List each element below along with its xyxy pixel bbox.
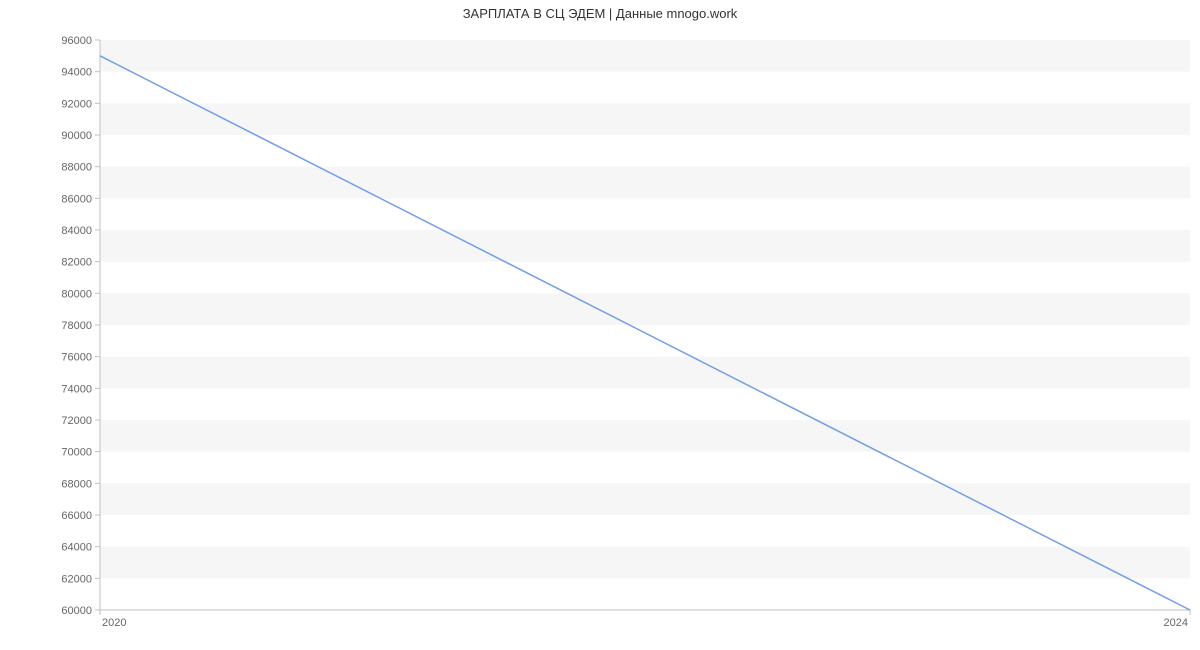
svg-text:86000: 86000 xyxy=(61,193,92,205)
svg-text:82000: 82000 xyxy=(61,257,92,269)
svg-text:90000: 90000 xyxy=(61,130,92,142)
svg-text:70000: 70000 xyxy=(61,447,92,459)
svg-text:2024: 2024 xyxy=(1164,617,1188,629)
svg-text:74000: 74000 xyxy=(61,383,92,395)
chart-title: ЗАРПЛАТА В СЦ ЭДЕМ | Данные mnogo.work xyxy=(0,6,1200,21)
svg-text:84000: 84000 xyxy=(61,225,92,237)
svg-text:78000: 78000 xyxy=(61,320,92,332)
svg-text:60000: 60000 xyxy=(61,605,92,617)
svg-text:92000: 92000 xyxy=(61,98,92,110)
svg-text:76000: 76000 xyxy=(61,352,92,364)
svg-text:68000: 68000 xyxy=(61,478,92,490)
svg-text:80000: 80000 xyxy=(61,288,92,300)
chart-svg: 60000 62000 64000 66000 68000 70000 72000 74000… xyxy=(0,0,1200,650)
svg-text:66000: 66000 xyxy=(61,510,92,522)
svg-text:88000: 88000 xyxy=(61,162,92,174)
svg-text:94000: 94000 xyxy=(61,67,92,79)
svg-text:2020: 2020 xyxy=(102,617,126,629)
svg-text:64000: 64000 xyxy=(61,542,92,554)
salary-chart: ЗАРПЛАТА В СЦ ЭДЕМ | Данные mnogo.work 6… xyxy=(0,0,1200,650)
svg-text:72000: 72000 xyxy=(61,415,92,427)
svg-text:96000: 96000 xyxy=(61,35,92,47)
svg-text:62000: 62000 xyxy=(61,573,92,585)
